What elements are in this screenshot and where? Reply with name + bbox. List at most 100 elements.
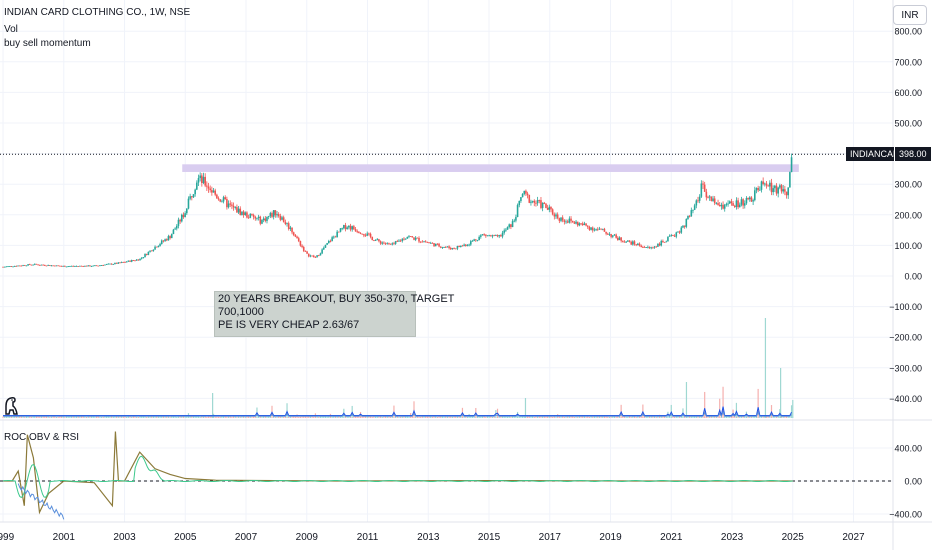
candle-body <box>682 225 684 228</box>
volume-bar <box>181 415 183 418</box>
volume-bar <box>762 416 764 418</box>
annotation-note[interactable]: 20 YEARS BREAKOUT, BUY 350-370, TARGET 7… <box>214 291 454 337</box>
candle-body <box>368 233 370 235</box>
candle-body <box>246 212 248 218</box>
candle-body <box>645 247 648 248</box>
volume-bar <box>87 416 89 418</box>
candle-body <box>229 203 232 205</box>
candle-body <box>590 227 592 230</box>
candle-body <box>197 178 200 183</box>
volume-legend[interactable]: Vol <box>4 24 18 35</box>
volume-bar <box>680 415 682 418</box>
candle-body <box>538 200 541 201</box>
volume-bar <box>550 415 552 418</box>
candle-body <box>107 263 110 265</box>
candle-body <box>413 237 415 240</box>
candle-body <box>483 234 485 236</box>
candle-body <box>409 236 412 237</box>
candle-body <box>586 225 589 227</box>
volume-bar <box>55 416 58 418</box>
volume-spike <box>212 393 214 418</box>
candle-body <box>556 214 559 219</box>
volume-bar <box>463 415 465 418</box>
candle-body <box>531 200 534 202</box>
volume-bar <box>610 416 612 418</box>
candle-body <box>209 188 211 191</box>
price-tick-label: 800.00 <box>894 27 922 37</box>
time-tick-label: 1999 <box>0 532 15 543</box>
candle-body <box>3 266 6 268</box>
volume-bar <box>593 415 596 418</box>
price-value-tag: 398.00 <box>894 147 931 161</box>
volume-bar <box>777 416 779 418</box>
volume-bar <box>374 416 377 418</box>
candle-body <box>232 205 235 208</box>
volume-bar <box>298 416 300 418</box>
price-tick-label: 500.00 <box>894 119 922 129</box>
candle-body <box>486 235 489 237</box>
candle-body <box>603 228 606 232</box>
volume-bar <box>722 386 724 418</box>
candle-body <box>685 218 688 227</box>
volume-bar <box>587 415 589 418</box>
candle-body <box>154 246 156 250</box>
volume-average-lines <box>3 406 792 418</box>
volume-bar <box>515 416 517 418</box>
candle-body <box>605 231 607 234</box>
candle-body <box>291 227 293 233</box>
candle-body <box>170 234 173 239</box>
volume-bar <box>243 415 245 418</box>
candle-body <box>349 225 352 230</box>
volume-bar <box>349 416 352 418</box>
volume-bar <box>339 416 342 418</box>
volume-bar <box>373 415 375 418</box>
candle-body <box>139 258 141 261</box>
candle-body <box>501 232 504 237</box>
volume-bar <box>755 416 758 418</box>
volume-bar <box>131 416 133 418</box>
candle-body <box>443 247 445 248</box>
volume-bar <box>151 416 153 418</box>
volume-bar <box>281 416 283 418</box>
candle-body <box>748 197 751 200</box>
candle-body <box>500 235 502 237</box>
volume-bar <box>767 416 769 418</box>
candle-body <box>640 245 642 248</box>
candle-body <box>606 233 609 235</box>
volume-bar <box>406 416 408 418</box>
indicator-tick-label: 400.00 <box>894 444 922 454</box>
candle-body <box>575 221 577 224</box>
volume-bar <box>416 415 418 418</box>
candle-body <box>44 265 46 266</box>
indicator-legend[interactable]: buy sell momentum <box>4 38 91 49</box>
volume-bar <box>725 415 727 418</box>
indicator-tick-label: 0.00 <box>904 477 922 487</box>
volume-bar <box>420 416 422 418</box>
volume-bar <box>613 416 616 418</box>
candle-body <box>359 232 362 234</box>
volume-bar <box>167 415 170 418</box>
candle-body <box>276 214 278 216</box>
volume-bar <box>176 416 178 418</box>
candle-body <box>321 249 323 254</box>
volume-bar <box>381 416 383 418</box>
volume-bar <box>518 416 520 418</box>
lower-indicator-legend[interactable]: ROC OBV & RSI <box>4 432 80 443</box>
candle-body <box>423 241 425 243</box>
candle-body <box>157 245 160 248</box>
candle-body <box>79 265 81 267</box>
volume-bar <box>537 416 539 418</box>
volume-bar <box>650 416 652 418</box>
candle-body <box>571 220 574 223</box>
volume-bar <box>418 416 420 418</box>
candle-body <box>585 223 587 226</box>
candle-body <box>565 221 567 223</box>
tradingview-logo-icon[interactable] <box>2 394 20 416</box>
volume-bar <box>689 415 691 418</box>
volume-bar <box>752 415 754 418</box>
symbol-title[interactable]: INDIAN CARD CLOTHING CO., 1W, NSE <box>4 7 191 18</box>
currency-button[interactable]: INR <box>893 5 927 25</box>
volume-bar <box>627 416 629 418</box>
candle-body <box>292 232 295 236</box>
